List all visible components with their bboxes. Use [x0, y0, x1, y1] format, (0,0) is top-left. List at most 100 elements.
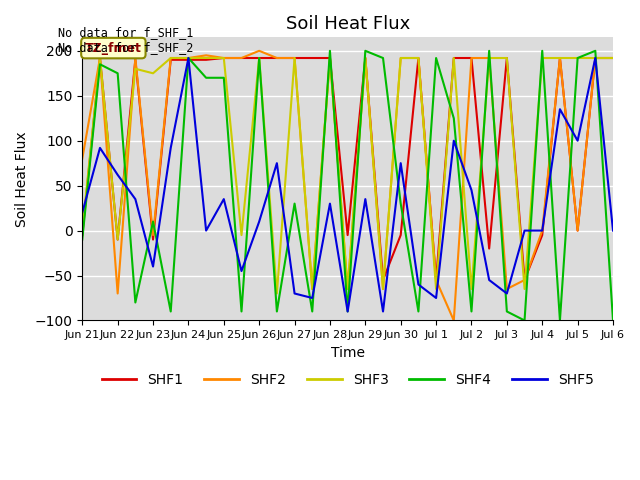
SHF4: [344, 309, 351, 314]
SHF2: [202, 52, 210, 58]
Line: SHF2: SHF2: [83, 51, 613, 321]
SHF1: [432, 277, 440, 283]
SHF2: [326, 55, 334, 61]
SHF3: [379, 286, 387, 292]
SHF2: [96, 55, 104, 61]
SHF3: [344, 286, 351, 292]
SHF1: [308, 55, 316, 61]
SHF4: [237, 309, 245, 314]
SHF5: [308, 295, 316, 301]
SHF5: [362, 196, 369, 202]
SHF5: [326, 201, 334, 206]
SHF3: [538, 55, 546, 61]
SHF3: [521, 286, 529, 292]
SHF3: [273, 290, 281, 296]
SHF5: [609, 228, 617, 233]
SHF3: [291, 55, 298, 61]
SHF2: [273, 55, 281, 61]
SHF1: [503, 55, 511, 61]
SHF4: [468, 309, 476, 314]
SHF3: [167, 55, 175, 61]
SHF3: [79, 228, 86, 233]
SHF2: [485, 55, 493, 61]
SHF3: [556, 55, 564, 61]
SHF2: [432, 277, 440, 283]
SHF3: [96, 55, 104, 61]
SHF4: [114, 71, 122, 76]
SHF2: [255, 48, 263, 54]
SHF5: [591, 55, 599, 61]
SHF1: [574, 228, 582, 233]
SHF1: [450, 55, 458, 61]
SHF5: [503, 290, 511, 296]
SHF4: [291, 201, 298, 206]
SHF4: [538, 48, 546, 54]
SHF3: [468, 286, 476, 292]
SHF2: [362, 55, 369, 61]
SHF4: [397, 201, 404, 206]
SHF1: [96, 55, 104, 61]
SHF1: [167, 57, 175, 63]
SHF4: [450, 115, 458, 121]
SHF2: [609, 55, 617, 61]
SHF2: [344, 286, 351, 292]
SHF5: [450, 138, 458, 144]
SHF5: [273, 160, 281, 166]
SHF1: [273, 55, 281, 61]
SHF4: [96, 61, 104, 67]
SHF1: [379, 277, 387, 283]
SHF5: [521, 228, 529, 233]
SHF2: [415, 55, 422, 61]
SHF3: [450, 55, 458, 61]
SHF5: [184, 55, 192, 61]
Text: TZ_fmet: TZ_fmet: [85, 42, 142, 55]
SHF2: [450, 318, 458, 324]
SHF5: [468, 187, 476, 193]
SHF2: [308, 286, 316, 292]
SHF1: [114, 237, 122, 242]
Y-axis label: Soil Heat Flux: Soil Heat Flux: [15, 131, 29, 227]
SHF3: [326, 55, 334, 61]
SHF2: [379, 286, 387, 292]
SHF4: [485, 48, 493, 54]
SHF5: [379, 309, 387, 314]
SHF3: [609, 55, 617, 61]
SHF4: [379, 55, 387, 61]
SHF1: [521, 277, 529, 283]
SHF4: [609, 318, 617, 324]
SHF2: [149, 232, 157, 238]
SHF4: [220, 75, 228, 81]
SHF4: [591, 48, 599, 54]
SHF4: [503, 309, 511, 314]
SHF3: [362, 55, 369, 61]
SHF4: [574, 55, 582, 61]
SHF4: [79, 237, 86, 242]
SHF3: [255, 55, 263, 61]
SHF4: [131, 300, 139, 305]
SHF1: [255, 55, 263, 61]
SHF2: [131, 55, 139, 61]
SHF4: [273, 309, 281, 314]
SHF1: [415, 55, 422, 61]
SHF5: [485, 277, 493, 283]
SHF5: [574, 138, 582, 144]
SHF1: [202, 57, 210, 63]
SHF2: [503, 286, 511, 292]
SHF2: [521, 277, 529, 283]
SHF4: [326, 48, 334, 54]
SHF1: [344, 232, 351, 238]
SHF5: [556, 107, 564, 112]
SHF5: [538, 228, 546, 233]
Legend: SHF1, SHF2, SHF3, SHF4, SHF5: SHF1, SHF2, SHF3, SHF4, SHF5: [96, 368, 599, 393]
SHF1: [485, 246, 493, 252]
SHF1: [397, 232, 404, 238]
SHF1: [362, 55, 369, 61]
SHF5: [432, 295, 440, 301]
SHF1: [591, 55, 599, 61]
SHF4: [362, 48, 369, 54]
SHF2: [114, 290, 122, 296]
SHF5: [220, 196, 228, 202]
SHF3: [397, 55, 404, 61]
SHF5: [114, 172, 122, 178]
SHF5: [202, 228, 210, 233]
